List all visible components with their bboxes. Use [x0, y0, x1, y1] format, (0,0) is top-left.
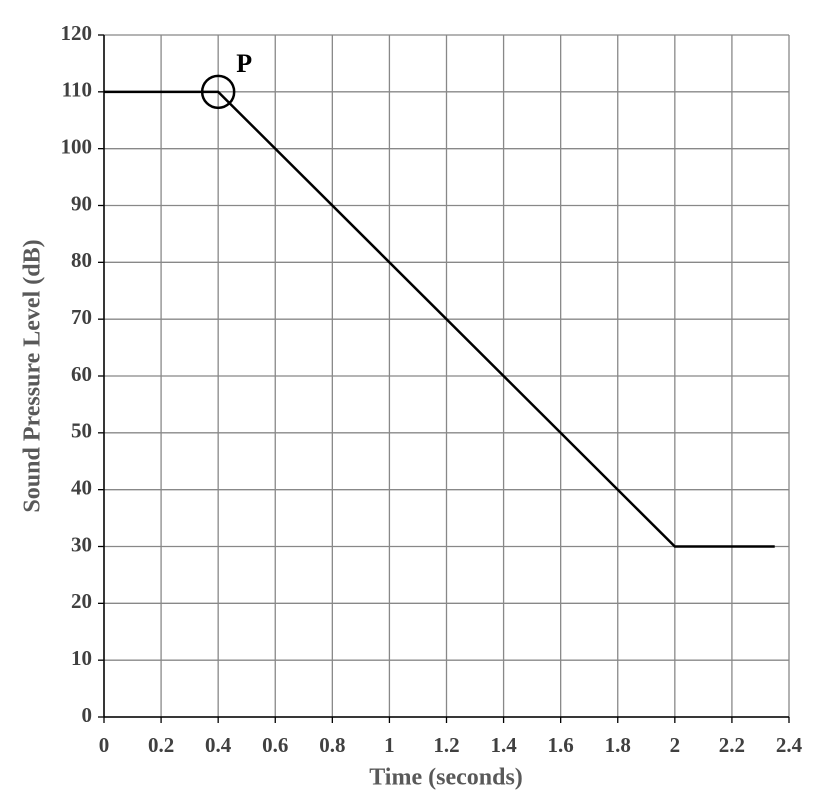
x-tick-label: 2.2	[719, 733, 745, 757]
y-tick-label: 50	[71, 419, 92, 443]
x-tick-label: 0.8	[319, 733, 345, 757]
x-tick-label: 1.6	[548, 733, 574, 757]
x-tick-label: 1	[384, 733, 395, 757]
x-tick-label: 0	[99, 733, 110, 757]
y-tick-label: 0	[82, 703, 93, 727]
y-tick-label: 100	[61, 134, 93, 158]
x-tick-label: 0.2	[148, 733, 174, 757]
y-tick-label: 120	[61, 21, 93, 45]
x-tick-label: 1.4	[490, 733, 517, 757]
x-tick-label: 2.4	[776, 733, 803, 757]
annotation-marker	[200, 74, 236, 110]
x-tick-label: 0.6	[262, 733, 288, 757]
line	[104, 90, 775, 548]
x-tick-label: 2	[670, 733, 681, 757]
y-tick-label: 30	[71, 532, 92, 556]
x-tick-label: 1.2	[433, 733, 459, 757]
y-tick-label: 110	[62, 78, 92, 102]
x-tick-label: 1.8	[605, 733, 631, 757]
y-tick-label: 80	[71, 248, 92, 272]
y-tick-label: 10	[71, 646, 92, 670]
y-tick-label: 20	[71, 589, 92, 613]
x-tick-label: 0.4	[205, 733, 232, 757]
y-axis-title: Sound Pressure Level (dB)	[20, 239, 46, 512]
annotation: P	[236, 49, 252, 78]
y-tick-label: 70	[71, 305, 92, 329]
x-axis-title: Time (seconds)	[369, 765, 523, 791]
y-tick-label: 40	[71, 475, 92, 499]
y-tick-label: 90	[71, 191, 92, 215]
y-tick-label: 60	[71, 362, 92, 386]
